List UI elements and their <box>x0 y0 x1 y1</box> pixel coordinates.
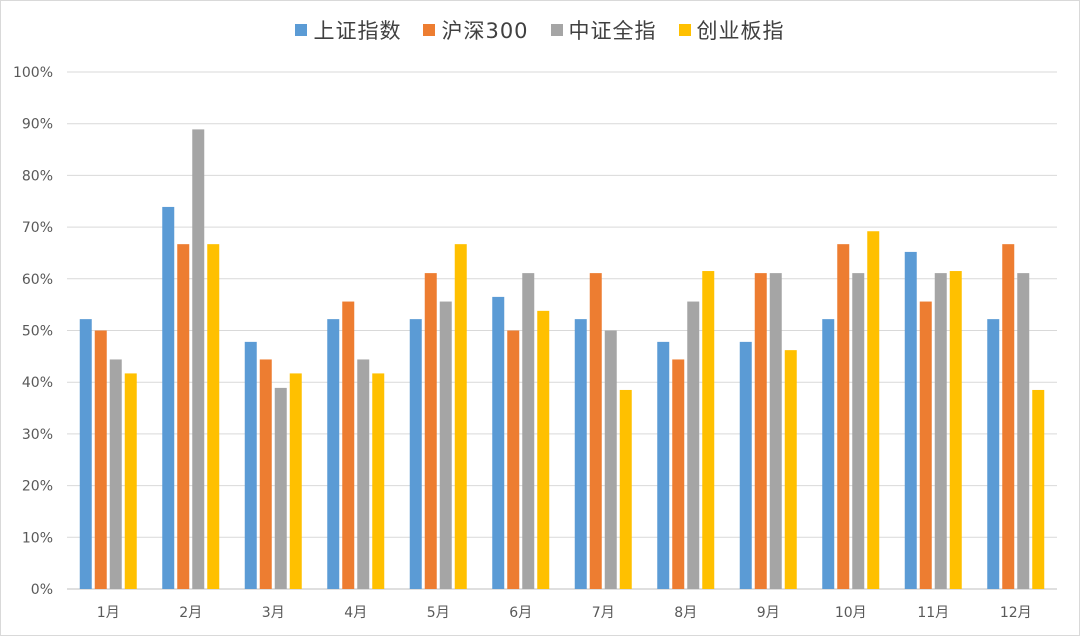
legend-label-hs300: 沪深300 <box>441 19 529 43</box>
chart-legend: 上证指数 沪深300 中证全指 创业板指 <box>1 15 1079 45</box>
x-tick-label: 2月 <box>179 605 202 621</box>
legend-swatch-hs300 <box>423 24 436 36</box>
bar <box>327 319 340 589</box>
bar <box>409 319 422 589</box>
y-tick-label: 50% <box>22 324 53 340</box>
bar <box>619 389 632 589</box>
bar <box>357 359 370 589</box>
x-tick-label: 6月 <box>509 605 532 621</box>
bar <box>424 273 437 589</box>
y-tick-label: 20% <box>22 479 53 495</box>
bar <box>177 244 190 589</box>
bar <box>739 341 752 589</box>
bar <box>687 301 700 589</box>
y-tick-label: 70% <box>22 220 53 236</box>
bar <box>79 319 92 589</box>
y-tick-label: 40% <box>22 375 53 391</box>
legend-item-chinext: 创业板指 <box>678 15 785 45</box>
x-tick-label: 5月 <box>427 605 450 621</box>
bar <box>244 341 257 589</box>
bar <box>109 359 122 589</box>
y-tick-label: 80% <box>22 168 53 184</box>
bar <box>342 301 355 589</box>
x-tick-label: 7月 <box>592 605 615 621</box>
bar <box>207 244 220 589</box>
bar <box>1002 244 1015 589</box>
bar <box>522 273 535 589</box>
legend-swatch-csi-all <box>550 24 563 36</box>
bar <box>1032 389 1045 589</box>
bar <box>94 330 107 589</box>
x-tick-label: 3月 <box>262 605 285 621</box>
bar <box>537 310 550 589</box>
legend-label-csi-all: 中证全指 <box>568 19 657 43</box>
y-tick-label: 10% <box>22 530 53 546</box>
bar <box>507 330 520 589</box>
legend-item-hs300: 沪深300 <box>423 15 528 45</box>
bar <box>1017 273 1030 589</box>
bar <box>289 373 302 589</box>
bar <box>754 273 767 589</box>
y-tick-label: 60% <box>22 272 53 288</box>
legend-label-shanghai: 上证指数 <box>313 19 402 43</box>
x-tick-label: 8月 <box>674 605 697 621</box>
bar <box>837 244 850 589</box>
bar <box>372 373 385 589</box>
bar <box>259 359 272 589</box>
x-tick-label: 4月 <box>344 605 367 621</box>
x-tick-label: 9月 <box>757 605 780 621</box>
x-tick-label: 11月 <box>917 605 949 621</box>
bar <box>904 251 917 589</box>
bar <box>162 206 175 589</box>
legend-item-shanghai: 上证指数 <box>295 15 401 45</box>
bar <box>492 296 505 589</box>
legend-label-chinext: 创业板指 <box>696 19 785 43</box>
bar <box>919 301 932 589</box>
bar <box>589 273 602 589</box>
y-tick-label: 90% <box>22 117 53 133</box>
bar <box>934 273 947 589</box>
x-tick-label: 10月 <box>835 605 867 621</box>
bar <box>574 319 587 589</box>
bar <box>124 373 137 589</box>
x-tick-label: 12月 <box>1000 605 1032 621</box>
legend-item-csi-all: 中证全指 <box>550 15 657 45</box>
y-tick-label: 100% <box>13 65 53 81</box>
bar <box>672 359 685 589</box>
bar <box>192 129 205 589</box>
y-tick-label: 30% <box>22 427 53 443</box>
bar <box>604 330 617 589</box>
bar <box>852 273 865 589</box>
bar <box>987 319 1000 589</box>
bar <box>439 301 452 589</box>
bar <box>454 244 467 589</box>
bar <box>657 341 670 589</box>
bar <box>702 271 715 589</box>
bar <box>822 319 835 589</box>
x-tick-label: 1月 <box>97 605 120 621</box>
bar <box>769 273 782 589</box>
legend-swatch-chinext <box>678 24 691 36</box>
bar <box>784 350 797 589</box>
y-tick-label: 0% <box>31 582 53 598</box>
bar <box>274 387 287 589</box>
legend-swatch-shanghai <box>295 24 308 36</box>
bar <box>867 231 880 589</box>
bar <box>949 271 962 589</box>
